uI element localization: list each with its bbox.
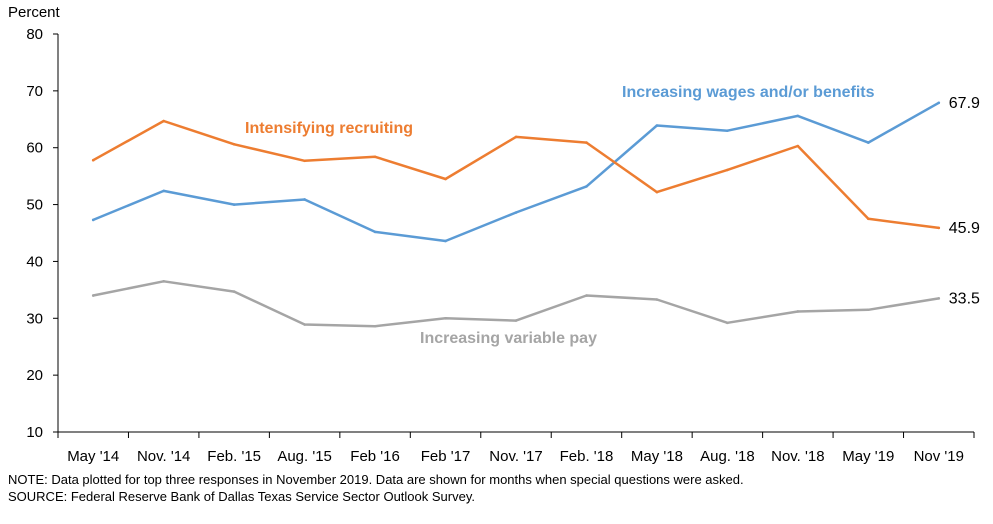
data-point <box>655 124 659 127</box>
data-point <box>232 143 236 146</box>
x-tick-label: Aug. '18 <box>700 448 755 465</box>
data-point <box>91 218 95 222</box>
y-tick-label: 50 <box>26 197 43 214</box>
data-point <box>373 155 377 159</box>
data-point <box>867 217 870 221</box>
data-point <box>162 119 165 123</box>
data-point <box>91 294 95 297</box>
source-text: SOURCE: Federal Reserve Bank of Dallas T… <box>8 489 475 504</box>
y-tick-label: 80 <box>26 26 43 43</box>
data-point <box>232 290 236 293</box>
y-tick-label: 10 <box>26 424 43 441</box>
data-point <box>373 230 377 234</box>
note-text: NOTE: Data plotted for top three respons… <box>8 472 744 487</box>
data-point <box>726 129 729 132</box>
y-tick-label: 20 <box>26 367 43 384</box>
x-tick-label: Aug. '15 <box>277 448 332 465</box>
x-tick-label: Nov '19 <box>914 448 964 465</box>
data-point <box>444 239 447 243</box>
data-point <box>514 211 518 214</box>
x-tick-label: Feb '16 <box>350 448 400 465</box>
data-point <box>796 144 800 148</box>
data-point <box>232 203 236 206</box>
data-point <box>303 159 306 163</box>
end-value-label: 67.9 <box>949 95 980 112</box>
x-tick-label: Feb. '18 <box>560 448 614 465</box>
data-point <box>937 297 941 300</box>
x-tick-label: Feb '17 <box>421 448 471 465</box>
line-chart: Percent 10 20 30 40 50 60 70 80 May '14 Nov. '14… <box>8 4 980 465</box>
data-point <box>162 280 165 283</box>
y-axis: 10 20 30 40 50 60 70 80 <box>26 26 58 441</box>
data-point <box>796 114 800 118</box>
x-tick-label: May '14 <box>67 448 119 465</box>
x-tick-label: May '19 <box>842 448 894 465</box>
data-point <box>726 321 729 325</box>
y-tick-label: 40 <box>26 253 43 270</box>
data-point <box>585 294 588 297</box>
y-tick-label: 60 <box>26 140 43 157</box>
y-tick-label: 70 <box>26 83 43 100</box>
x-tick-label: Nov. '14 <box>137 448 190 465</box>
data-point <box>585 141 588 144</box>
series-line-0 <box>91 101 941 243</box>
data-point <box>796 310 800 313</box>
series-label-wages: Increasing wages and/or benefits <box>622 84 875 101</box>
y-tick-label: 30 <box>26 310 43 327</box>
data-point <box>867 141 870 144</box>
data-point <box>514 319 518 322</box>
x-tick-label: Nov. '18 <box>771 448 824 465</box>
series-lines <box>91 101 941 328</box>
series-label-recruiting: Intensifying recruiting <box>245 120 413 137</box>
y-axis-title: Percent <box>8 4 61 21</box>
data-point <box>91 158 95 162</box>
data-point <box>303 323 306 326</box>
series-label-variable-pay: Increasing variable pay <box>420 330 597 347</box>
data-point <box>655 298 659 301</box>
data-point <box>444 316 447 320</box>
x-tick-label: Nov. '17 <box>489 448 542 465</box>
data-point <box>726 168 729 172</box>
end-value-label: 45.9 <box>949 220 980 237</box>
x-tick-label: May '18 <box>631 448 683 465</box>
data-point <box>303 198 306 201</box>
data-point <box>373 324 377 328</box>
end-labels: 67.9 45.9 33.5 <box>949 95 980 308</box>
data-point <box>937 226 941 230</box>
end-value-label: 33.5 <box>949 290 980 307</box>
data-point <box>162 189 165 193</box>
data-point <box>585 185 588 188</box>
x-axis: May '14 Nov. '14 Feb. '15 Aug. '15 Feb '16 Fe… <box>57 432 975 465</box>
data-point <box>444 177 447 181</box>
data-point <box>655 190 659 194</box>
data-point <box>937 101 941 105</box>
data-point <box>514 135 518 139</box>
x-tick-label: Feb. '15 <box>207 448 261 465</box>
data-point <box>867 308 870 312</box>
